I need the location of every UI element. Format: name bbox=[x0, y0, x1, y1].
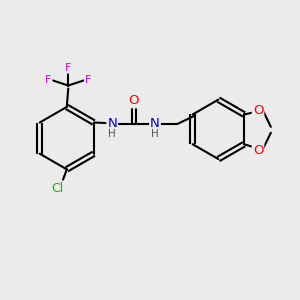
Text: F: F bbox=[45, 75, 52, 85]
Text: N: N bbox=[107, 118, 117, 130]
Text: H: H bbox=[108, 129, 116, 140]
Text: H: H bbox=[151, 129, 159, 140]
Text: Cl: Cl bbox=[52, 182, 64, 194]
Text: O: O bbox=[253, 103, 263, 116]
Text: N: N bbox=[150, 118, 160, 130]
Text: O: O bbox=[253, 144, 263, 157]
Text: O: O bbox=[128, 94, 139, 107]
Text: F: F bbox=[65, 63, 71, 73]
Text: F: F bbox=[85, 75, 92, 85]
